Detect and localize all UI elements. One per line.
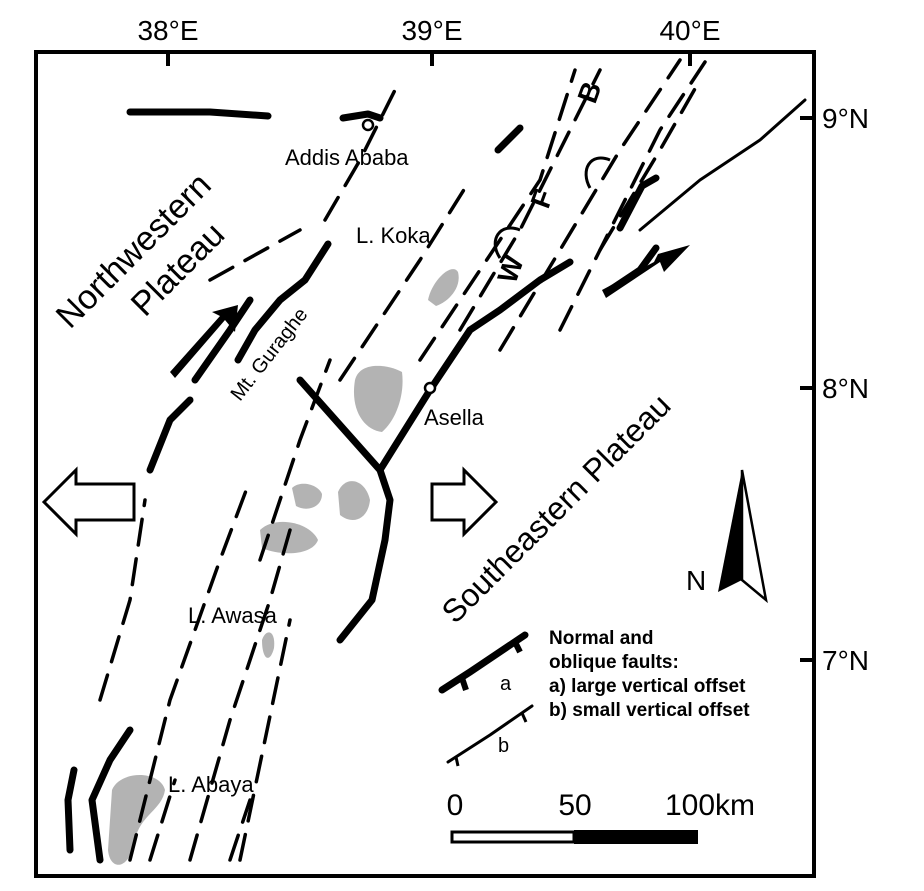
lake-ziway bbox=[353, 365, 403, 432]
lake-koka bbox=[428, 269, 459, 306]
lat-label-8: 8°N bbox=[822, 373, 869, 404]
lon-label-40: 40°E bbox=[659, 15, 720, 46]
lake-awasa bbox=[262, 632, 275, 658]
lat-label-7: 7°N bbox=[822, 645, 869, 676]
label-asella: Asella bbox=[424, 405, 485, 430]
scale-100km: 100km bbox=[665, 789, 755, 822]
label-abaya: L. Abaya bbox=[168, 772, 254, 797]
scale-0: 0 bbox=[447, 789, 464, 822]
lake-abijata bbox=[292, 483, 322, 509]
graticule-ticks bbox=[166, 52, 814, 662]
north-label: N bbox=[686, 565, 706, 596]
map-frame bbox=[34, 50, 816, 878]
lat-label-9: 9°N bbox=[822, 103, 869, 134]
fault-belt-letter-b: B bbox=[572, 77, 608, 107]
legend-title-2: oblique faults: bbox=[549, 652, 679, 673]
extension-arrow-west bbox=[41, 466, 136, 538]
dextral-arrow-se bbox=[602, 245, 690, 298]
lon-label-39: 39°E bbox=[401, 15, 462, 46]
sinistral-arrow-nw bbox=[170, 305, 238, 378]
legend-item-a: a) large vertical offset bbox=[549, 676, 746, 697]
rotation-arrow-icon bbox=[584, 156, 611, 189]
asella-marker bbox=[423, 381, 437, 395]
rotation-arrow-icon bbox=[493, 226, 521, 259]
legend-title-1: Normal and bbox=[549, 628, 654, 649]
fault-belt-letter-w: W bbox=[492, 251, 530, 287]
north-arrow: N bbox=[686, 469, 768, 604]
legend-b-symbol: b bbox=[498, 735, 509, 757]
legend-a-symbol: a bbox=[500, 673, 512, 695]
legend: a b Normal and oblique faults: a) large … bbox=[438, 628, 750, 767]
small-offset-faults bbox=[98, 58, 807, 862]
label-awasa: L. Awasa bbox=[188, 603, 278, 628]
lake-langano bbox=[338, 481, 370, 520]
legend-item-b: b) small vertical offset bbox=[549, 700, 750, 721]
extension-arrow-east bbox=[430, 466, 499, 538]
lakes bbox=[108, 269, 459, 865]
lon-label-38: 38°E bbox=[137, 15, 198, 46]
label-addis-ababa: Addis Ababa bbox=[285, 145, 409, 170]
scale-50: 50 bbox=[558, 789, 591, 822]
label-koka: L. Koka bbox=[356, 223, 431, 248]
lake-abaya bbox=[108, 775, 165, 865]
scale-bar: 0 50 100km bbox=[447, 789, 755, 844]
addis-ababa-marker bbox=[361, 118, 375, 132]
